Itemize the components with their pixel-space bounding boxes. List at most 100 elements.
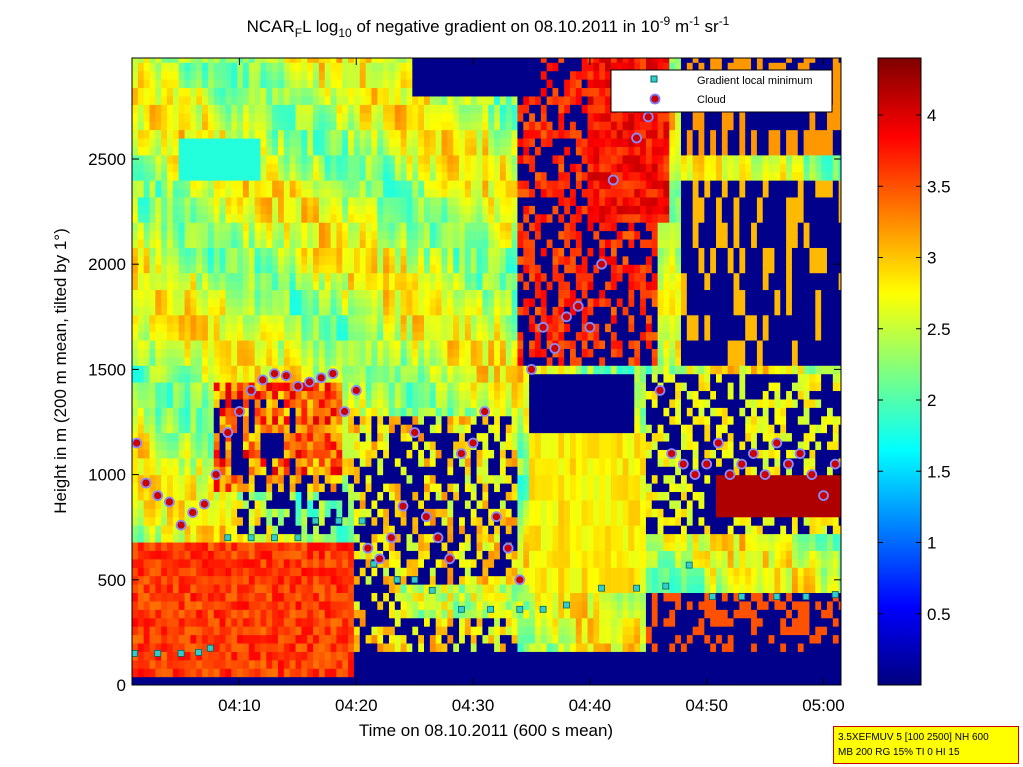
heatmap-cell (447, 62, 454, 72)
heatmap-cell (441, 676, 448, 685)
heatmap-cell (225, 348, 232, 358)
heatmap-cell (464, 508, 472, 518)
heatmap-cell (272, 424, 279, 434)
heatmap-cell (278, 466, 285, 476)
heatmap-cell (353, 289, 361, 299)
heatmap-cell (301, 567, 308, 577)
heatmap-cell (348, 626, 355, 636)
heatmap-cell (383, 112, 390, 122)
heatmap-cell (248, 491, 256, 501)
heatmap-cell (447, 415, 454, 425)
heatmap-cell (301, 457, 308, 467)
heatmap-cell (137, 373, 145, 383)
heatmap-cell (388, 121, 396, 131)
heatmap-cell (330, 230, 338, 240)
heatmap-cell (459, 306, 466, 316)
heatmap-cell (494, 449, 501, 459)
heatmap-cell (400, 222, 408, 232)
heatmap-cell (137, 651, 145, 661)
heatmap-cell (406, 634, 413, 644)
heatmap-cell (394, 281, 402, 291)
heatmap-cell (225, 373, 232, 383)
heatmap-cell (167, 62, 174, 72)
heatmap-cell (283, 499, 291, 509)
heatmap-cell (470, 609, 478, 619)
heatmap-cell (155, 306, 162, 316)
heatmap-cell (400, 373, 408, 383)
heatmap-cell (289, 373, 297, 383)
heatmap-cell (161, 331, 168, 341)
heatmap-cell (137, 112, 145, 122)
heatmap-cell (464, 525, 472, 535)
heatmap-cell (213, 398, 221, 408)
heatmap-cell (505, 432, 513, 442)
heatmap-cell (400, 230, 408, 240)
heatmap-cell (219, 642, 227, 652)
heatmap-cell (488, 272, 495, 282)
heatmap-cell (219, 137, 227, 147)
heatmap-cell (482, 356, 489, 366)
heatmap-cell (429, 651, 437, 661)
heatmap-cell (161, 95, 168, 105)
heatmap-cell (505, 533, 513, 543)
heatmap-cell (324, 676, 332, 685)
heatmap-cell (295, 634, 302, 644)
heatmap-cell (464, 188, 472, 198)
heatmap-cell (254, 331, 262, 341)
heatmap-cell (190, 491, 197, 501)
heatmap-cell (371, 508, 378, 518)
heatmap-cell (511, 508, 519, 518)
heatmap-cell (213, 323, 221, 333)
heatmap-cell (412, 558, 419, 568)
heatmap-cell (213, 575, 221, 585)
heatmap-cell (318, 205, 326, 215)
heatmap-cell (330, 567, 338, 577)
heatmap-cell (353, 516, 361, 526)
heatmap-cell (365, 516, 373, 526)
heatmap-cell (505, 558, 513, 568)
heatmap-cell (424, 584, 431, 594)
heatmap-cell (505, 592, 513, 602)
heatmap-cell (231, 163, 238, 173)
heatmap-cell (161, 205, 168, 215)
heatmap-cell (418, 440, 425, 450)
heatmap-cell (406, 440, 413, 450)
heatmap-cell (202, 213, 209, 223)
heatmap-cell (254, 474, 262, 484)
heatmap-cell (353, 600, 361, 610)
heatmap-cell (388, 129, 396, 139)
heatmap-cell (248, 642, 256, 652)
heatmap-cell (377, 222, 384, 232)
heatmap-cell (348, 272, 355, 282)
heatmap-cell (272, 314, 279, 324)
heatmap-cell (377, 306, 384, 316)
heatmap-cell (202, 398, 209, 408)
heatmap-cell (441, 264, 448, 274)
heatmap-cell (499, 79, 507, 89)
heatmap-cell (295, 642, 302, 652)
heatmap-cell (213, 213, 221, 223)
heatmap-cell (313, 457, 320, 467)
heatmap-cell (295, 306, 302, 316)
heatmap-cell (202, 415, 209, 425)
heatmap-cell (412, 121, 419, 131)
heatmap-cell (371, 58, 378, 63)
heatmap-cell (353, 180, 361, 190)
heatmap-cell (412, 449, 419, 459)
heatmap-cell (348, 112, 355, 122)
heatmap-cell (289, 79, 297, 89)
heatmap-cell (359, 592, 367, 602)
heatmap-cell (470, 289, 478, 299)
heatmap-cell (383, 129, 390, 139)
heatmap-cell (453, 651, 460, 661)
heatmap-cell (365, 58, 373, 63)
heatmap-cell (155, 382, 162, 392)
heatmap-cell (225, 600, 232, 610)
heatmap-cell (494, 424, 501, 434)
heatmap-cell (348, 180, 355, 190)
heatmap-cell (219, 491, 227, 501)
heatmap-cell (511, 95, 519, 105)
heatmap-cell (406, 373, 413, 383)
heatmap-cell (207, 137, 215, 147)
heatmap-cell (225, 474, 232, 484)
